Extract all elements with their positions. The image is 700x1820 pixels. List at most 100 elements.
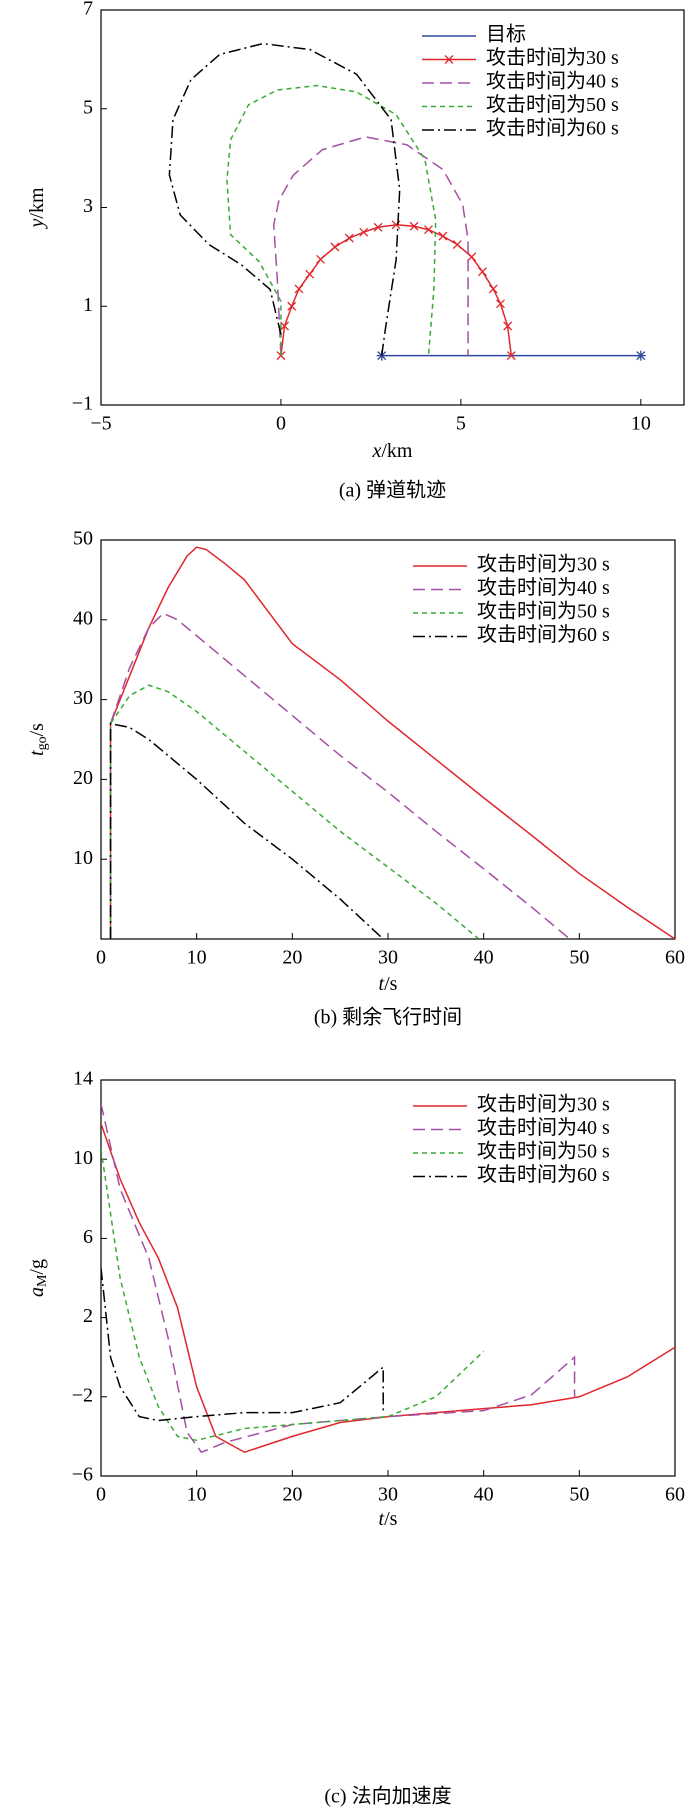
- legend-marker: [444, 55, 454, 64]
- marker: [359, 227, 369, 237]
- marker: [488, 284, 498, 294]
- marker: [287, 301, 297, 311]
- y-tick-label: 1: [83, 294, 93, 316]
- series-line: [272, 136, 469, 356]
- marker: [506, 351, 516, 361]
- series-line: [109, 612, 571, 939]
- x-tick-label: 30: [378, 1484, 398, 1506]
- series-line: [109, 722, 384, 939]
- y-tick-label: −6: [72, 1464, 93, 1486]
- y-tick-label: 7: [83, 0, 93, 20]
- legend-label: 攻击时间为40 s: [477, 576, 610, 599]
- marker: [478, 267, 487, 277]
- legend-label: 攻击时间为50 s: [486, 93, 619, 116]
- y-axis-label-sub: M: [35, 1274, 50, 1287]
- y-axis-label-sub: go: [35, 736, 50, 750]
- series-line: [226, 84, 437, 356]
- x-tick-label: 60: [665, 947, 685, 969]
- x-axis-label: x/km: [371, 440, 412, 462]
- x-axis-label: t/s: [379, 1508, 398, 1530]
- legend-label: 攻击时间为30 s: [486, 46, 619, 69]
- x-axis-label: t/s: [379, 973, 398, 995]
- marker: [452, 240, 462, 249]
- y-tick-label: 6: [83, 1226, 93, 1248]
- x-tick-label: 40: [474, 1484, 494, 1506]
- marker: [503, 321, 513, 331]
- series-line: [101, 1268, 384, 1422]
- legend-marker-shape: [444, 55, 454, 64]
- marker: [496, 299, 505, 309]
- y-tick-label: 2: [83, 1305, 93, 1327]
- caption: (b) 剩余飞行时间: [314, 1006, 462, 1029]
- series-line: [101, 1103, 576, 1454]
- marker: [373, 222, 383, 232]
- y-axis-label-main: t: [26, 750, 48, 756]
- y-tick-label: 20: [73, 767, 93, 789]
- marker: [316, 254, 325, 264]
- y-tick-label: 40: [73, 607, 93, 629]
- y-tick-label: 14: [73, 1068, 93, 1090]
- legend-label: 攻击时间为60 s: [486, 117, 619, 140]
- x-axis-label-unit: /s: [384, 1508, 398, 1530]
- legend-label: 攻击时间为40 s: [477, 1116, 610, 1139]
- series-line: [109, 684, 480, 939]
- marker: [409, 221, 419, 231]
- series-line: [109, 546, 675, 939]
- marker: [305, 269, 315, 279]
- x-tick-label: 50: [569, 947, 589, 969]
- x-tick-label: 0: [96, 1484, 106, 1506]
- legend-label: 攻击时间为50 s: [477, 1140, 610, 1163]
- caption: (c) 法向加速度: [324, 1785, 451, 1808]
- marker: [635, 350, 646, 361]
- x-axis-label-unit: /km: [381, 440, 413, 462]
- x-tick-label: 10: [187, 947, 207, 969]
- y-tick-label: 10: [73, 847, 93, 869]
- legend-label: 攻击时间为30 s: [477, 1093, 610, 1116]
- marker: [424, 225, 433, 235]
- marker: [280, 321, 289, 331]
- marker: [344, 233, 354, 243]
- x-tick-label: 40: [474, 947, 494, 969]
- marker: [438, 231, 448, 241]
- axes-frame: [100, 9, 685, 406]
- caption: (a) 弹道轨迹: [339, 479, 446, 502]
- y-axis-label-main: y: [26, 219, 48, 230]
- x-tick-label: 30: [378, 947, 398, 969]
- series-line: [280, 224, 513, 356]
- series-line: [101, 1149, 485, 1442]
- x-tick-label: 0: [276, 413, 286, 435]
- series-line: [101, 1123, 675, 1454]
- x-tick-label: 20: [282, 1484, 302, 1506]
- y-axis-label-unit: /g: [26, 1259, 48, 1275]
- x-tick-label: 60: [665, 1484, 685, 1506]
- marker: [467, 252, 477, 262]
- x-tick-label: 0: [96, 947, 106, 969]
- x-axis-label-main: t: [379, 973, 385, 995]
- x-tick-label: 10: [631, 413, 651, 435]
- series-line: [168, 42, 401, 356]
- x-tick-label: 5: [456, 413, 466, 435]
- y-tick-label: −2: [72, 1384, 93, 1406]
- x-tick-label: −5: [90, 413, 111, 435]
- y-axis-label: y/km: [26, 187, 48, 229]
- x-axis-label-main: t: [379, 1508, 385, 1530]
- legend-label: 目标: [486, 23, 526, 46]
- y-axis-label: aM/g: [26, 1259, 51, 1297]
- subplot: 0 10 20 30 40 50 60 −6 −2 2 6 10 14 t/s aM/g (c) 法向加速度 攻…: [26, 1068, 685, 1808]
- y-axis-label-unit: /s: [26, 723, 48, 737]
- x-tick-label: 10: [187, 1484, 207, 1506]
- x-axis-label-unit: /s: [384, 973, 398, 995]
- y-axis-label-main: a: [26, 1287, 48, 1297]
- x-axis-label-main: x: [371, 440, 381, 462]
- y-tick-label: 3: [83, 195, 93, 217]
- legend-label: 攻击时间为60 s: [477, 623, 610, 646]
- marker: [294, 284, 304, 294]
- marker: [330, 242, 340, 252]
- legend-label: 攻击时间为50 s: [477, 600, 610, 623]
- legend-label: 攻击时间为30 s: [477, 553, 610, 576]
- y-tick-label: 10: [73, 1147, 93, 1169]
